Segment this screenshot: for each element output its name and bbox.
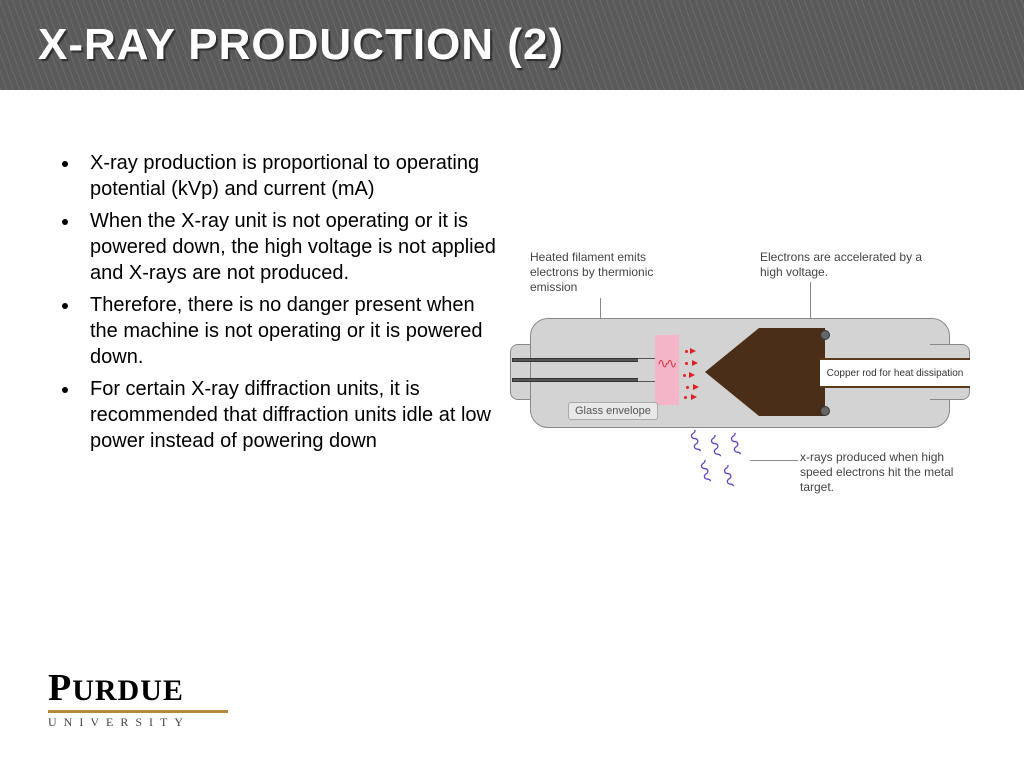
electron-icon: [683, 374, 686, 377]
glass-envelope-label: Glass envelope: [568, 402, 658, 420]
copper-rod-label: Copper rod for heat dissipation: [820, 358, 970, 388]
logo-text: URDUE: [72, 674, 184, 707]
accel-label: Electrons are accelerated by a high volt…: [760, 250, 930, 280]
electron-icon: [686, 386, 689, 389]
electron-icon: [685, 362, 688, 365]
cathode-wire: [512, 358, 642, 362]
logo-name: PURDUE: [48, 666, 228, 710]
slide-title: X-RAY PRODUCTION (2): [38, 20, 564, 70]
xray-output-label: x-rays produced when high speed electron…: [800, 450, 960, 495]
bullet-item: For certain X-ray diffraction units, it …: [80, 376, 500, 454]
electron-arrow-icon: [691, 394, 697, 400]
electron-arrow-icon: [693, 384, 699, 390]
tube-pin: [820, 330, 830, 340]
filament-coil-icon: ∿∿: [657, 355, 674, 372]
slide-content: X-ray production is proportional to oper…: [0, 90, 1024, 530]
xray-tube-diagram: Heated filament emits electrons by therm…: [510, 250, 970, 510]
label-line: [750, 460, 798, 461]
bullet-item: X-ray production is proportional to oper…: [80, 150, 500, 202]
purdue-logo: PURDUE UNIVERSITY: [48, 666, 228, 730]
cathode-cup: [638, 358, 656, 382]
diagram-area: Heated filament emits electrons by therm…: [510, 150, 994, 510]
electron-arrow-icon: [689, 372, 695, 378]
electron-arrow-icon: [690, 348, 696, 354]
electron-arrow-icon: [692, 360, 698, 366]
cathode-wire: [512, 378, 642, 382]
tube-pin: [820, 406, 830, 416]
filament-label: Heated filament emits electrons by therm…: [530, 250, 680, 295]
logo-subtitle: UNIVERSITY: [48, 715, 228, 730]
bullet-item: Therefore, there is no danger present wh…: [80, 292, 500, 370]
bullet-list: X-ray production is proportional to oper…: [60, 150, 500, 510]
logo-underline: [48, 710, 228, 713]
slide-header: X-RAY PRODUCTION (2): [0, 0, 1024, 90]
electron-icon: [684, 396, 687, 399]
electron-icon: [685, 350, 688, 353]
bullet-item: When the X-ray unit is not operating or …: [80, 208, 500, 286]
